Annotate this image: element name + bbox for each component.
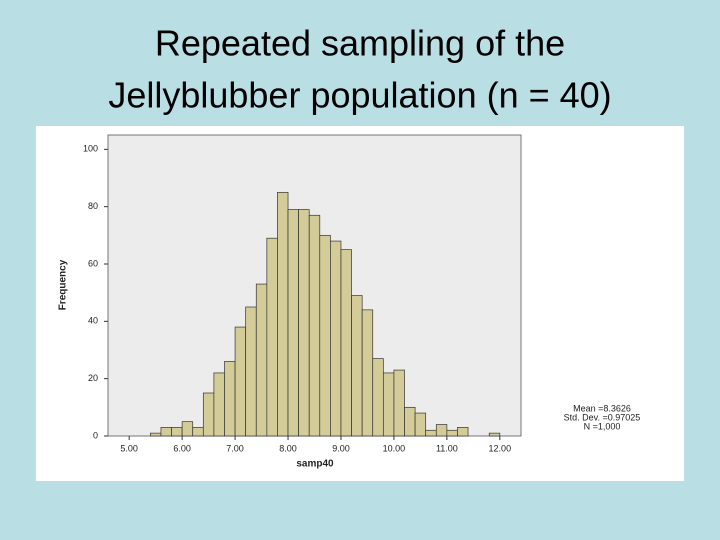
bar bbox=[330, 240, 342, 437]
bar bbox=[287, 209, 299, 437]
x-tick-label: 12.00 bbox=[489, 443, 512, 453]
bar bbox=[277, 191, 289, 437]
x-tick-label: 9.00 bbox=[332, 443, 350, 453]
y-axis-label: Frequency bbox=[58, 259, 69, 310]
bar bbox=[308, 214, 321, 437]
x-tick-label: 8.00 bbox=[279, 443, 297, 453]
stats-text: Mean =8.3626 bbox=[573, 403, 631, 413]
title-line: Repeated sampling of the bbox=[155, 23, 565, 64]
bar bbox=[414, 412, 427, 437]
bar bbox=[192, 427, 204, 437]
bar bbox=[266, 237, 278, 437]
bar bbox=[488, 432, 501, 437]
bar bbox=[351, 295, 363, 437]
bar bbox=[234, 326, 247, 437]
bar bbox=[224, 361, 236, 437]
bar bbox=[372, 358, 384, 437]
bar bbox=[382, 372, 395, 437]
stats-text: N =1,000 bbox=[584, 421, 621, 431]
y-tick-label: 0 bbox=[93, 430, 98, 440]
bar bbox=[181, 421, 194, 437]
bar bbox=[202, 392, 215, 437]
title-line: Jellyblubber population (n = 40) bbox=[108, 75, 611, 116]
stats-text: Std. Dev. =0.97025 bbox=[564, 412, 641, 422]
x-tick-label: 10.00 bbox=[383, 443, 406, 453]
bar bbox=[213, 372, 225, 437]
x-axis-label: samp40 bbox=[296, 459, 334, 470]
bar bbox=[457, 427, 469, 437]
y-tick-label: 40 bbox=[88, 316, 98, 326]
bar bbox=[340, 249, 352, 437]
bar bbox=[404, 406, 416, 437]
x-tick-label: 6.00 bbox=[173, 443, 191, 453]
y-tick-label: 60 bbox=[88, 258, 98, 268]
bar bbox=[160, 427, 172, 437]
bar bbox=[435, 424, 448, 437]
bar bbox=[171, 427, 183, 437]
bar bbox=[319, 234, 331, 437]
bar bbox=[150, 432, 162, 437]
bar bbox=[245, 306, 257, 437]
bar bbox=[393, 369, 405, 437]
x-tick-label: 7.00 bbox=[226, 443, 244, 453]
bar bbox=[425, 429, 437, 437]
x-tick-label: 11.00 bbox=[436, 443, 458, 453]
bar bbox=[298, 209, 310, 437]
y-tick-label: 20 bbox=[88, 373, 98, 383]
y-tick-label: 80 bbox=[88, 201, 98, 211]
y-tick-label: 100 bbox=[83, 144, 98, 154]
bar bbox=[446, 429, 458, 437]
x-tick-label: 5.00 bbox=[120, 443, 138, 453]
bar bbox=[255, 283, 268, 437]
bar bbox=[361, 309, 374, 437]
